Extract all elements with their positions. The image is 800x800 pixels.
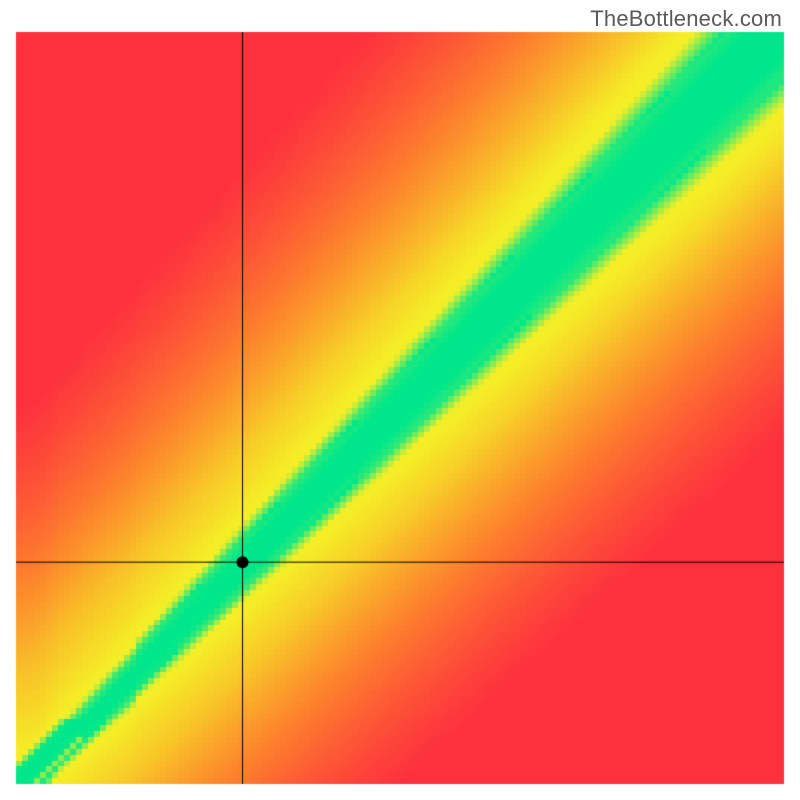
watermark-text: TheBottleneck.com	[590, 6, 782, 32]
bottleneck-heatmap	[0, 0, 800, 800]
